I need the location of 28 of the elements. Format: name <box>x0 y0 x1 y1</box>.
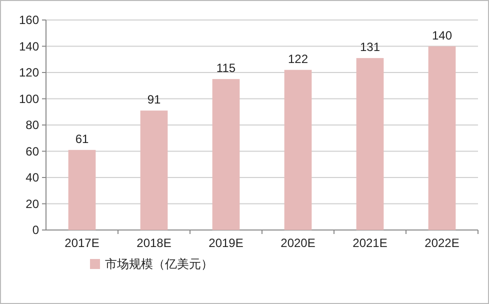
bar <box>68 150 96 230</box>
x-tick-label: 2022E <box>424 236 460 250</box>
data-label: 61 <box>75 132 89 146</box>
y-tick-label: 20 <box>26 196 40 211</box>
y-tick-label: 80 <box>26 118 40 132</box>
y-tick-label: 100 <box>18 92 40 106</box>
legend-label: 市场规模（亿美元） <box>105 257 213 271</box>
data-label: 131 <box>360 40 380 54</box>
x-tick-label: 2020E <box>280 236 316 250</box>
x-tick-label: 2021E <box>352 236 388 250</box>
data-label: 122 <box>288 52 308 66</box>
y-tick-label: 120 <box>18 66 40 80</box>
data-label: 140 <box>432 28 452 42</box>
x-tick-label: 2017E <box>64 236 100 250</box>
x-tick-label: 2018E <box>136 236 172 250</box>
bar <box>212 79 240 230</box>
y-tick-label: 40 <box>26 170 40 184</box>
y-tick-label: 60 <box>26 144 40 158</box>
bar <box>284 70 312 230</box>
y-tick-label: 140 <box>18 39 40 54</box>
x-tick-label: 2019E <box>208 236 244 250</box>
bar <box>140 110 168 230</box>
data-label: 115 <box>216 61 236 76</box>
data-label: 91 <box>147 92 161 107</box>
bar <box>356 58 384 230</box>
bar <box>428 46 456 230</box>
y-tick-label: 160 <box>18 13 40 27</box>
y-tick-label: 0 <box>32 223 40 237</box>
